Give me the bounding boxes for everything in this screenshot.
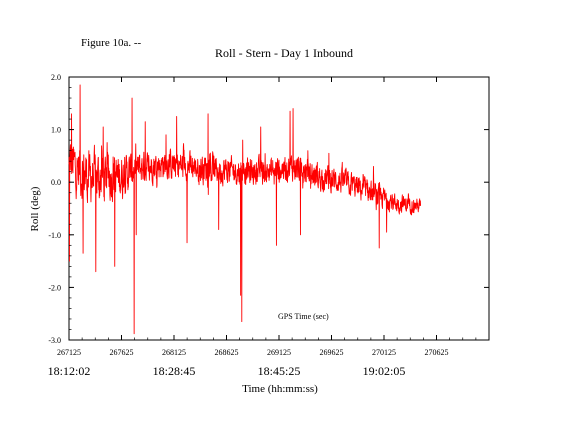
y-tick-label: 0.0 xyxy=(51,178,61,187)
axes-layer: -3.0 -2.0 -1.0 0.0 1.0 2.0 267125 267625 268125 2… xyxy=(48,73,490,378)
y-tick-label: 2.0 xyxy=(51,73,61,82)
time-label: 18:28:45 xyxy=(153,364,196,378)
x-axis-title: Time (hh:mm:ss) xyxy=(242,383,318,395)
x-tick-label: 269125 xyxy=(267,348,291,357)
x-tick-label: 267625 xyxy=(110,348,134,357)
x-tick-label: 268625 xyxy=(215,348,239,357)
roll-series-line xyxy=(68,84,422,335)
x-tick-label: 268125 xyxy=(162,348,186,357)
y-tick-label: -3.0 xyxy=(48,336,61,345)
gps-time-annotation: GPS Time (sec) xyxy=(278,312,329,321)
x-tick-label: 270125 xyxy=(372,348,396,357)
time-label: 18:12:02 xyxy=(48,364,91,378)
series-layer xyxy=(68,84,422,335)
x-tick-label: 269625 xyxy=(320,348,344,357)
time-label: 18:45:25 xyxy=(258,364,301,378)
y-tick-label: -2.0 xyxy=(48,283,61,292)
x-tick-label: 267125 xyxy=(57,348,81,357)
y-tick-label: -1.0 xyxy=(48,231,61,240)
chart-title: Roll - Stern - Day 1 Inbound xyxy=(215,46,353,60)
y-axis-title: Roll (deg) xyxy=(29,186,41,231)
time-label: 19:02:05 xyxy=(363,364,406,378)
y-tick-label: 1.0 xyxy=(51,126,61,135)
figure-label: Figure 10a. -- xyxy=(81,37,142,49)
x-tick-label: 270625 xyxy=(425,348,449,357)
